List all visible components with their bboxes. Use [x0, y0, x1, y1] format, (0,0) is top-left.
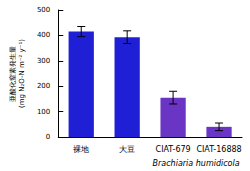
svg-text:500: 500 [37, 6, 50, 14]
svg-text:大豆: 大豆 [119, 145, 135, 154]
svg-text:300: 300 [37, 57, 50, 65]
svg-text:Brachiaria humidicola: Brachiaria humidicola [153, 159, 240, 168]
svg-text:裸地: 裸地 [73, 145, 89, 154]
svg-text:CIAT-16888: CIAT-16888 [196, 145, 241, 154]
svg-text:亜酸化窒素発生量: 亜酸化窒素発生量 [9, 46, 17, 102]
svg-text:200: 200 [37, 82, 50, 90]
svg-text:100: 100 [37, 108, 50, 116]
svg-text:(mg N₂O-N m⁻² y⁻¹): (mg N₂O-N m⁻² y⁻¹) [18, 39, 26, 108]
svg-text:CIAT-679: CIAT-679 [156, 145, 191, 154]
svg-text:400: 400 [37, 31, 50, 39]
svg-text:0: 0 [46, 133, 50, 141]
